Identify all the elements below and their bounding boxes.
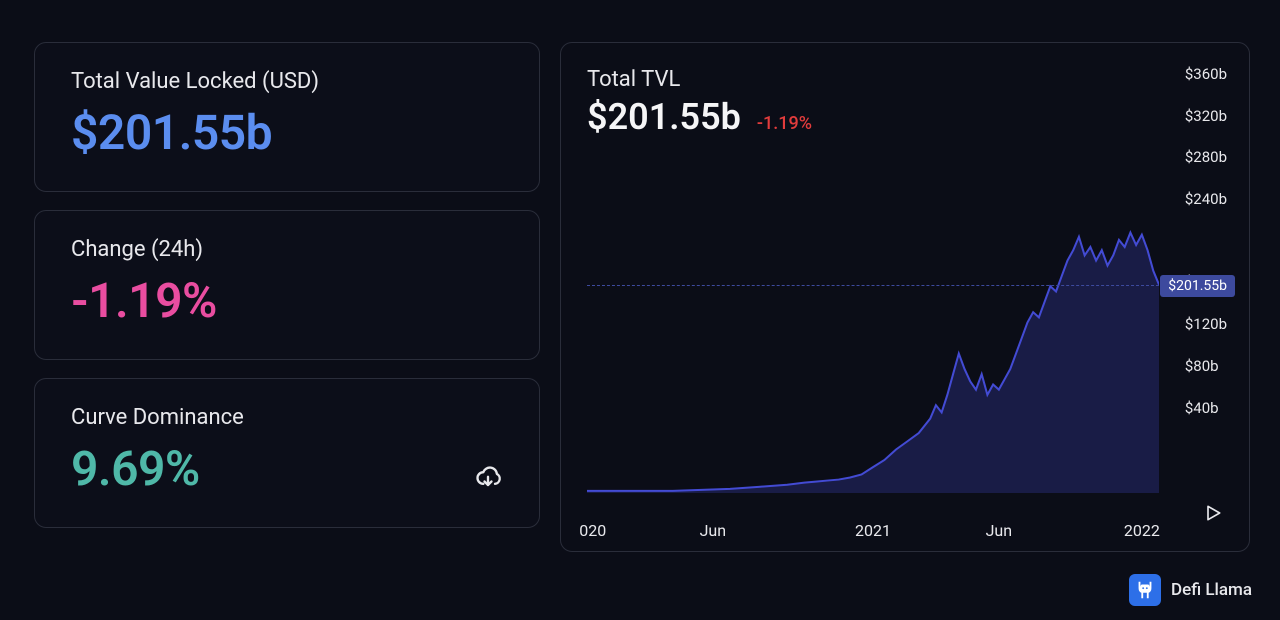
metrics-column: Total Value Locked (USD) $201.55b Change…: [34, 42, 540, 552]
x-tick: 2021: [855, 521, 891, 540]
chart-current-marker: $201.55b: [1160, 275, 1235, 297]
chart-svg: [587, 121, 1159, 493]
play-button[interactable]: [1203, 503, 1227, 527]
tvl-label: Total Value Locked (USD): [71, 69, 503, 94]
chart-plot-area[interactable]: [587, 121, 1159, 493]
llama-logo-icon: [1129, 574, 1161, 606]
x-tick: Jun: [986, 521, 1012, 540]
y-tick: $40b: [1185, 401, 1227, 443]
change-value: -1.19%: [71, 272, 503, 329]
dominance-card: Curve Dominance 9.69%: [34, 378, 540, 528]
tvl-value: $201.55b: [71, 104, 503, 161]
play-icon: [1203, 503, 1223, 523]
y-tick: $360b: [1185, 67, 1227, 109]
brand-badge[interactable]: Defi Llama: [1129, 574, 1252, 606]
tvl-chart-card: Total TVL $201.55b -1.19% $360b$320b$280…: [560, 42, 1250, 552]
tvl-card: Total Value Locked (USD) $201.55b: [34, 42, 540, 192]
brand-name: Defi Llama: [1171, 580, 1252, 600]
download-button[interactable]: [473, 463, 503, 493]
y-tick: $320b: [1185, 109, 1227, 151]
change-card: Change (24h) -1.19%: [34, 210, 540, 360]
dominance-value: 9.69%: [71, 440, 503, 497]
y-tick: $280b: [1185, 150, 1227, 192]
cloud-download-icon: [474, 464, 502, 492]
y-tick: $120b: [1185, 317, 1227, 359]
x-tick: 020: [579, 521, 606, 540]
chart-title: Total TVL: [587, 67, 1223, 92]
change-label: Change (24h): [71, 237, 503, 262]
x-tick: 2022: [1124, 521, 1160, 540]
chart-reference-line: [587, 285, 1159, 286]
y-tick: $240b: [1185, 192, 1227, 234]
dominance-label: Curve Dominance: [71, 405, 503, 430]
chart-y-axis: $360b$320b$280b$240b$200b$160b$120b$80b$…: [1185, 67, 1227, 442]
x-tick: Jun: [700, 521, 726, 540]
y-tick: $80b: [1185, 359, 1227, 401]
